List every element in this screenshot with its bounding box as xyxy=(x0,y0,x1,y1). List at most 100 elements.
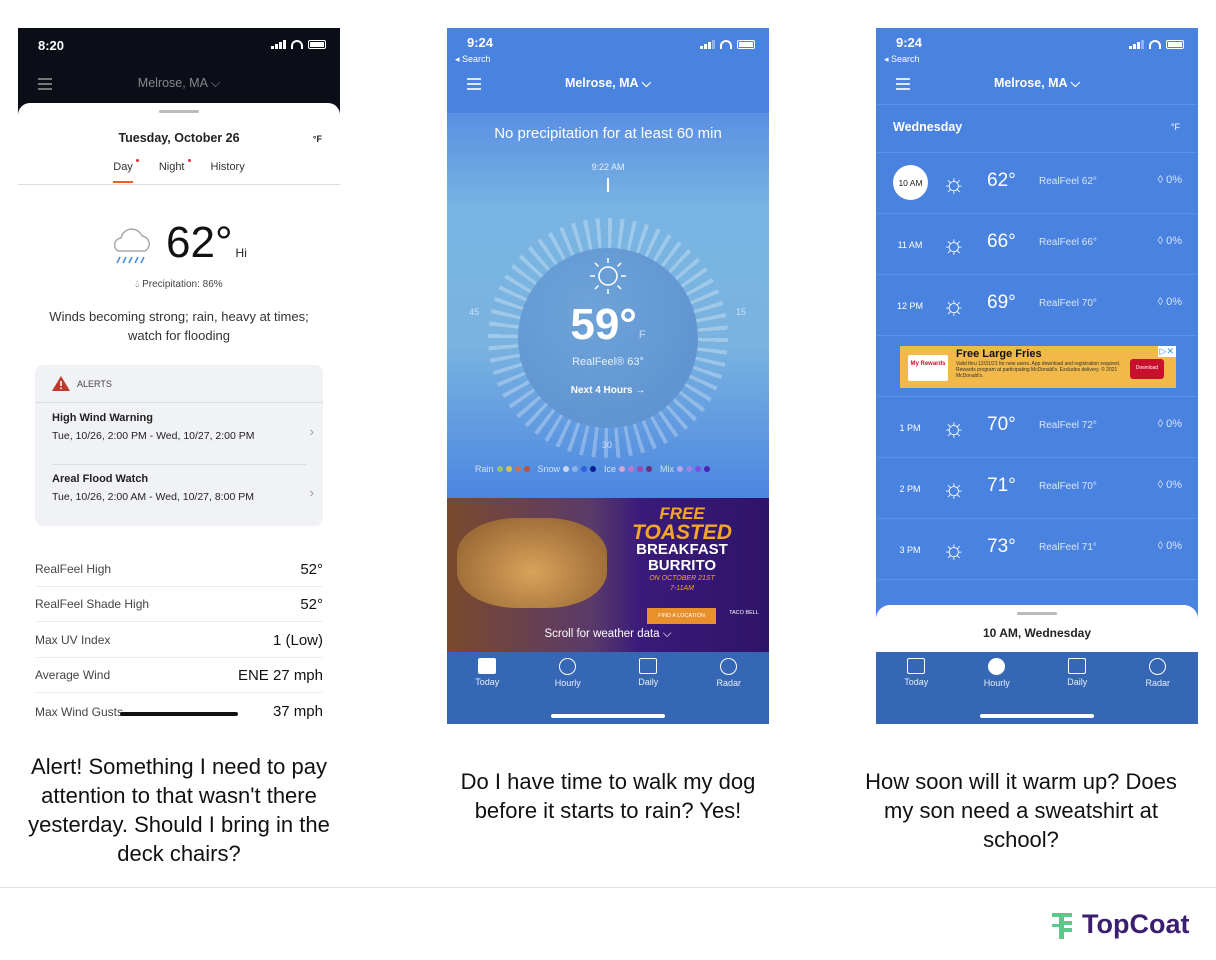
tab-daily[interactable]: Daily xyxy=(618,658,678,724)
partly-sunny-icon: ☼ xyxy=(942,534,966,564)
legend-swatch xyxy=(523,466,530,472)
menu-icon[interactable] xyxy=(38,78,52,93)
my-rewards-logo: My Rewards xyxy=(908,355,948,381)
temp-unit: F xyxy=(638,329,646,341)
location-label: Melrose, MA xyxy=(564,76,639,90)
tab-day[interactable]: Day xyxy=(113,159,139,183)
cloud-rain-icon xyxy=(113,228,150,264)
legend-mix: Mix xyxy=(660,464,711,474)
legend-swatch xyxy=(496,466,503,472)
menu-icon[interactable] xyxy=(896,78,910,93)
back-to-search[interactable]: ◂ Search xyxy=(455,54,491,64)
precip-value: 0% xyxy=(1166,235,1182,247)
hour-time: 12 PM xyxy=(896,300,923,311)
alert-high-wind-warning[interactable]: High Wind Warning Tue, 10/26, 2:00 PM - … xyxy=(52,412,314,442)
battery-icon xyxy=(1166,40,1184,49)
bottom-tab-bar: Today Hourly Daily Radar xyxy=(876,652,1198,724)
detail-value: 37 mph xyxy=(272,703,323,720)
hour-precip: ◊ 0% xyxy=(1158,296,1182,308)
drop-icon: ◊ xyxy=(1157,540,1167,552)
ad-text: BURRITO xyxy=(647,557,717,574)
sun-icon xyxy=(590,258,626,294)
hour-row[interactable]: 1 PM ☼ 70° RealFeel 72° ◊ 0% xyxy=(876,396,1198,457)
tab-label: Day xyxy=(113,161,133,173)
topcoat-logo-icon xyxy=(1052,912,1072,939)
precip-text: Precipitation: 86% xyxy=(142,279,223,290)
tab-history[interactable]: History xyxy=(210,161,245,173)
detail-value: ENE 27 mph xyxy=(237,666,323,684)
ad-close-icon[interactable]: ▷✕ xyxy=(1157,346,1176,357)
sheet-handle[interactable] xyxy=(1017,612,1057,615)
hour-row[interactable]: 11 AM ☼ 66° RealFeel 66° ◊ 0% xyxy=(876,213,1198,274)
ad-text: BREAKFAST xyxy=(636,541,728,558)
sheet-handle[interactable] xyxy=(159,110,199,113)
forecast-description: Winds becoming strong; rain, heavy at ti… xyxy=(49,309,309,343)
clock-icon xyxy=(559,658,577,675)
location-selector[interactable]: Melrose, MA ⌵ xyxy=(993,76,1081,90)
legend-swatch xyxy=(628,466,635,472)
hour-realfeel: RealFeel 66° xyxy=(1039,237,1097,248)
tab-daily[interactable]: Daily xyxy=(1047,658,1107,724)
back-to-search[interactable]: ◂ Search xyxy=(884,54,920,64)
tab-hourly[interactable]: Hourly xyxy=(967,658,1027,724)
phone-screenshot-daily-detail: 8:20 Melrose, MA ⌵ Tuesday, October 26 °… xyxy=(18,28,340,724)
selected-hour-sheet[interactable]: 10 AM, Wednesday xyxy=(876,605,1198,660)
precip-legend: Rain Snow Ice Mix xyxy=(475,464,711,474)
hour-row[interactable]: 2 PM ☼ 71° RealFeel 70° ◊ 0% xyxy=(876,457,1198,518)
hour-temp: 69° xyxy=(987,292,1016,313)
unit-toggle[interactable]: °F xyxy=(1170,122,1180,132)
alert-areal-flood-watch[interactable]: Areal Flood Watch Tue, 10/26, 2:00 AM - … xyxy=(52,473,314,503)
divider xyxy=(876,335,1198,336)
hour-row[interactable]: 10 AM ☼ 62° RealFeel 62° ◊ 0% xyxy=(876,152,1198,213)
detail-row: Max UV Index 1 (Low) xyxy=(35,623,323,658)
ad-title: Free Large Fries xyxy=(956,348,1042,360)
detail-row: Max Wind Gusts 37 mph xyxy=(35,694,323,724)
taco-bell-ad[interactable]: FREE TOASTED BREAKFAST BURRITO ON OCTOBE… xyxy=(447,498,769,652)
chevron-right-icon: › xyxy=(309,424,314,439)
scroll-hint[interactable]: Scroll for weather data ⌵ xyxy=(544,628,672,640)
ad-text: 7-11AM xyxy=(670,585,694,592)
tab-radar[interactable]: Radar xyxy=(699,658,759,724)
legend-swatch xyxy=(619,466,626,472)
divider xyxy=(18,184,340,185)
detail-label: RealFeel High xyxy=(35,562,112,576)
date-title: Tuesday, October 26 xyxy=(118,131,240,145)
tab-night[interactable]: Night xyxy=(158,159,191,183)
hour-time: 2 PM xyxy=(899,483,921,494)
hour-row[interactable]: 3 PM ☼ 73° RealFeel 71° ◊ 0% xyxy=(876,518,1198,579)
clock-icon xyxy=(988,658,1006,675)
download-button[interactable]: Download xyxy=(1130,359,1164,379)
detail-row: RealFeel High 52° xyxy=(35,552,323,587)
alerts-title: ALERTS xyxy=(77,379,112,389)
tab-hourly[interactable]: Hourly xyxy=(538,658,598,724)
home-indicator xyxy=(551,714,665,718)
signal-icon xyxy=(271,40,286,49)
tab-today[interactable]: Today xyxy=(457,658,517,724)
menu-icon[interactable] xyxy=(467,78,481,93)
location-selector[interactable]: Melrose, MA ⌵ xyxy=(564,76,652,90)
partly-sunny-icon: ☼ xyxy=(942,412,966,442)
find-location-button[interactable]: FIND A LOCATION xyxy=(647,608,716,624)
tab-label: Today xyxy=(904,677,929,687)
tab-today[interactable]: Today xyxy=(886,658,946,724)
alert-name: High Wind Warning xyxy=(52,412,153,424)
hour-time: 3 PM xyxy=(899,544,921,555)
hour-realfeel: RealFeel 72° xyxy=(1039,420,1097,431)
unit-toggle[interactable]: °F xyxy=(312,134,322,144)
tab-radar[interactable]: Radar xyxy=(1128,658,1188,724)
tab-label: Night xyxy=(158,161,185,173)
chevron-right-icon: › xyxy=(309,485,314,500)
battery-icon xyxy=(308,40,326,49)
drop-icon: ◊ xyxy=(1157,296,1167,308)
detail-label: Max Wind Gusts xyxy=(35,704,124,719)
realfeel: RealFeel® 63° xyxy=(572,356,644,368)
mcdonalds-ad[interactable]: My Rewards Free Large Fries Valid thru 1… xyxy=(900,346,1176,388)
wifi-icon xyxy=(1149,40,1161,49)
next-4-hours-link[interactable]: Next 4 Hours → xyxy=(570,385,646,396)
location-selector[interactable]: Melrose, MA ⌵ xyxy=(137,76,221,90)
phone-screenshot-hourly: 9:24 ◂ Search Melrose, MA ⌵ Wednesday °F… xyxy=(876,28,1198,724)
hour-row[interactable]: 12 PM ☼ 69° RealFeel 70° ◊ 0% xyxy=(876,274,1198,335)
hour-time: 1 PM xyxy=(899,422,921,433)
legend-label: Mix xyxy=(660,464,675,474)
tab-label: Radar xyxy=(716,678,741,688)
